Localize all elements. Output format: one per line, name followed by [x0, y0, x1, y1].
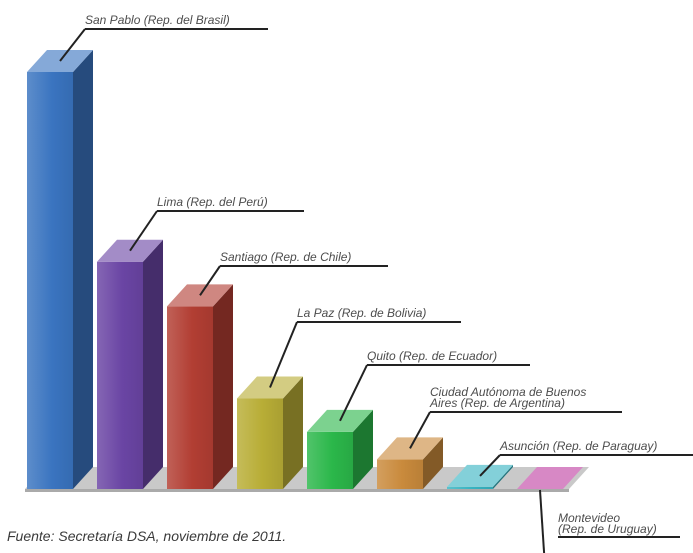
bar-3: [167, 284, 233, 489]
bar-6: [377, 437, 443, 489]
bar-label-text: Asunción (Rep. de Paraguay): [499, 439, 657, 453]
bar-label-text: La Paz (Rep. de Bolivia): [297, 306, 426, 320]
bar-1: [27, 50, 93, 489]
bar-label-text: (Rep. de Uruguay): [558, 522, 657, 536]
bar-label-4: La Paz (Rep. de Bolivia): [269, 306, 461, 388]
bar-front-face: [447, 486, 493, 489]
bar-2: [97, 239, 163, 489]
bar-4: [237, 376, 303, 489]
bar-side-face: [493, 464, 513, 489]
label-leader-line: [409, 411, 431, 449]
bar-label-text: Santiago (Rep. de Chile): [220, 250, 351, 264]
bar-label-1: San Pablo (Rep. del Brasil): [59, 13, 268, 62]
label-leader-line: [479, 454, 501, 477]
bar-side-face: [213, 284, 233, 489]
floor-edge: [25, 489, 569, 492]
label-leader-line: [339, 364, 368, 422]
bar-label-text: Aires (Rep. de Argentina): [429, 396, 565, 410]
bar-label-text: San Pablo (Rep. del Brasil): [85, 13, 230, 27]
bar-side-face: [143, 239, 163, 489]
bar-label-8: Montevideo(Rep. de Uruguay): [539, 489, 680, 553]
label-leader-line: [199, 265, 221, 296]
bar-front-face: [377, 459, 423, 489]
bar-side-face: [353, 409, 373, 489]
bar-front-face: [167, 306, 213, 489]
bar-label-3: Santiago (Rep. de Chile): [199, 250, 388, 296]
bar-label-2: Lima (Rep. del Perú): [129, 195, 304, 252]
bar-front-face: [27, 72, 73, 489]
bar-front-face: [237, 398, 283, 489]
bar-label-7: Asunción (Rep. de Paraguay): [479, 439, 693, 477]
bar-8: [517, 467, 583, 489]
label-leader-line: [129, 210, 158, 252]
bar-top-face: [517, 467, 583, 489]
bar-label-text: Quito (Rep. de Ecuador): [367, 349, 497, 363]
label-leader-line: [59, 28, 86, 62]
label-leader-line: [539, 489, 546, 553]
bar-label-5: Quito (Rep. de Ecuador): [339, 349, 530, 422]
bar-side-face: [283, 376, 303, 489]
bar-side-face: [423, 437, 443, 489]
bar-front-face: [97, 261, 143, 489]
bars-group: [27, 50, 583, 489]
bar-front-face: [307, 431, 353, 489]
bar-5: [307, 409, 373, 489]
label-leader-line: [269, 321, 298, 388]
callout-labels-group: San Pablo (Rep. del Brasil) Lima (Rep. de…: [59, 13, 693, 553]
bar-label-text: Ciudad Autónoma de Buenos: [430, 385, 586, 399]
source-note: Fuente: Secretaría DSA, noviembre de 201…: [7, 528, 287, 544]
bar-label-text: Lima (Rep. del Perú): [157, 195, 268, 209]
bar-side-face: [73, 50, 93, 489]
bar-label-text: Montevideo: [558, 511, 620, 525]
